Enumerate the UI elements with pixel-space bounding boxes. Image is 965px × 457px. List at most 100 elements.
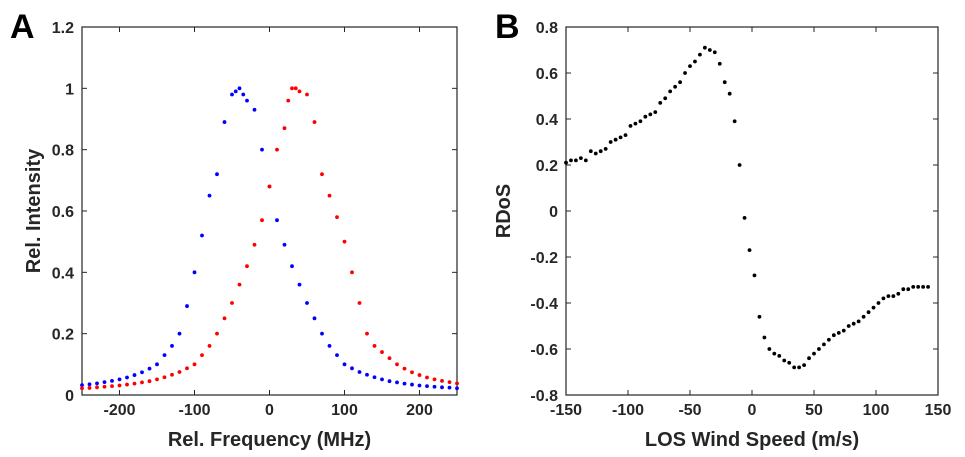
data-point (155, 377, 159, 382)
y-axis-label: RDoS (493, 184, 515, 238)
data-point (305, 92, 309, 97)
y-tick-label: -0.2 (530, 250, 558, 267)
x-tick-label: 100 (331, 402, 358, 419)
data-point (312, 316, 317, 321)
data-point (200, 233, 204, 238)
data-point (762, 335, 767, 340)
data-point (717, 61, 722, 66)
data-point (663, 96, 668, 101)
data-point (417, 373, 422, 377)
x-tick-label: -100 (612, 402, 644, 419)
data-point (896, 291, 901, 296)
x-tick-label: 0 (265, 402, 274, 419)
data-point (455, 381, 459, 386)
data-point (282, 242, 287, 247)
data-point (305, 301, 309, 305)
plot-frame (565, 26, 939, 396)
data-point (673, 84, 678, 89)
data-point (911, 285, 916, 289)
y-tick-label: 0.8 (536, 20, 558, 37)
data-point (80, 383, 84, 388)
data-point (185, 366, 189, 371)
data-point (162, 375, 167, 380)
data-point (886, 294, 891, 298)
data-point (372, 375, 377, 380)
data-point (380, 377, 384, 382)
data-point (147, 379, 152, 384)
series-0 (564, 45, 930, 370)
data-point (342, 362, 347, 367)
data-point (613, 137, 618, 142)
data-point (207, 344, 212, 348)
data-point (237, 282, 242, 287)
data-point (282, 126, 287, 131)
data-point (747, 248, 752, 253)
data-point (417, 383, 422, 388)
data-point (876, 301, 881, 305)
data-point (125, 375, 129, 380)
data-point (192, 362, 197, 367)
data-point (117, 383, 122, 388)
data-point (162, 353, 167, 358)
data-point (402, 381, 407, 386)
data-point (192, 270, 197, 275)
data-point (712, 50, 717, 55)
data-point (350, 270, 354, 275)
data-point (807, 356, 811, 361)
data-point (921, 285, 926, 289)
data-point (822, 342, 826, 347)
data-point (812, 351, 816, 356)
data-point (241, 92, 246, 97)
data-point (95, 381, 99, 386)
data-point (841, 328, 846, 333)
data-point (177, 331, 182, 336)
data-point (623, 133, 628, 138)
plot-frame (81, 26, 458, 396)
data-point (320, 331, 324, 336)
data-point (683, 71, 687, 75)
data-point (357, 370, 362, 374)
data-point (297, 89, 302, 94)
data-point (110, 384, 114, 389)
data-point (643, 114, 648, 119)
y-tick-label: 0.6 (52, 204, 74, 221)
series-0 (80, 86, 459, 391)
data-point (817, 347, 821, 351)
data-point (787, 360, 792, 365)
data-point (102, 384, 107, 389)
data-point (618, 135, 623, 140)
y-tick-label: 0.2 (52, 327, 74, 344)
data-point (372, 344, 377, 348)
data-point (856, 319, 861, 324)
data-point (327, 193, 332, 198)
data-point (290, 264, 294, 269)
data-point (752, 273, 757, 278)
data-point (722, 80, 727, 85)
data-point (440, 378, 444, 383)
data-point (215, 172, 219, 177)
data-point (425, 384, 429, 389)
data-point (851, 321, 856, 326)
data-point (826, 337, 831, 342)
data-point (678, 80, 682, 85)
data-point (342, 239, 347, 244)
data-point (598, 149, 603, 154)
data-point (395, 380, 399, 385)
data-point (757, 314, 762, 319)
data-point (275, 147, 279, 152)
x-tick-label: -50 (678, 402, 701, 419)
data-point (688, 64, 692, 68)
data-point (132, 373, 137, 377)
panel-b: -150 -100 -50 0 50 100 150 -0.8 -0.6 -0.4 -0.2 0 0.2… (493, 8, 951, 451)
data-point (290, 86, 294, 91)
data-point (297, 282, 302, 287)
data-point (574, 158, 578, 163)
data-point (230, 92, 234, 97)
data-point (410, 370, 414, 375)
data-point (185, 304, 189, 308)
data-point (267, 184, 272, 189)
data-point (792, 365, 797, 370)
data-point (207, 193, 212, 198)
data-point (357, 301, 362, 305)
